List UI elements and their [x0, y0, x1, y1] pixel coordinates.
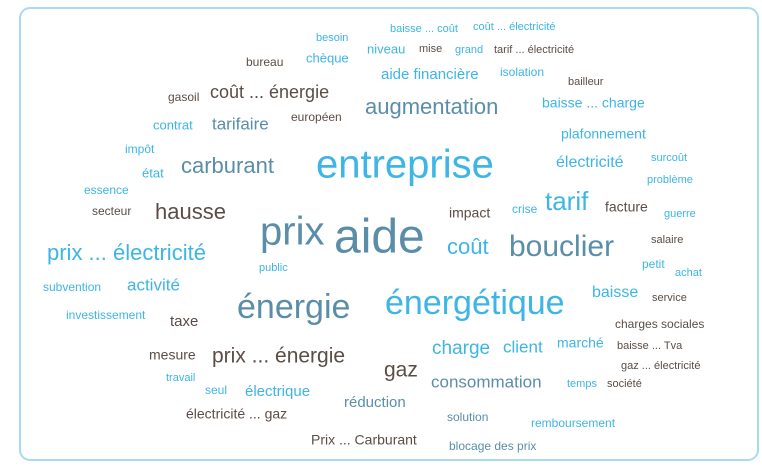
- word: hausse: [155, 199, 226, 224]
- word: tarif: [545, 186, 589, 216]
- word: blocage des prix: [449, 439, 536, 453]
- word: coût ... électricité: [473, 21, 556, 33]
- word: guerre: [664, 208, 696, 220]
- word: gasoil: [168, 90, 199, 104]
- word: énergie: [237, 288, 350, 326]
- word: achat: [675, 267, 702, 279]
- word: problème: [647, 174, 693, 186]
- word: coût ... énergie: [210, 82, 329, 102]
- word: crise: [512, 202, 538, 216]
- word: besoin: [316, 32, 348, 44]
- word: temps: [567, 378, 597, 390]
- word: état: [142, 165, 164, 180]
- words: besoin baisse ... coût coût ... électricit…: [43, 21, 704, 453]
- word: coût: [447, 234, 489, 259]
- word: aide financière: [381, 66, 479, 83]
- word: gaz: [384, 359, 418, 382]
- word: Prix ... Carburant: [311, 432, 417, 448]
- word: charge: [432, 338, 490, 359]
- word: tarif ... électricité: [494, 44, 574, 56]
- word: public: [259, 262, 288, 274]
- word: entreprise: [316, 143, 494, 187]
- word: baisse ... charge: [542, 95, 645, 111]
- word: taxe: [170, 313, 198, 330]
- word: grand: [455, 44, 483, 56]
- word: gaz ... électricité: [621, 360, 700, 372]
- word: contrat: [153, 117, 193, 132]
- word: charges sociales: [615, 317, 704, 331]
- word: baisse: [592, 284, 638, 301]
- word: mise: [419, 43, 442, 55]
- word: société: [607, 378, 642, 390]
- word: baisse ... Tva: [617, 340, 683, 352]
- word: subvention: [43, 280, 101, 294]
- word: baisse ... coût: [390, 23, 458, 35]
- word: prix ... électricité: [47, 240, 206, 265]
- word: surcoût: [651, 152, 687, 164]
- word: aide: [334, 211, 425, 264]
- word: isolation: [500, 65, 544, 79]
- word: impôt: [125, 142, 155, 156]
- word: mesure: [149, 347, 196, 363]
- frame: [19, 7, 759, 461]
- word: énergétique: [385, 284, 565, 322]
- word: électricité: [556, 154, 624, 171]
- word: tarifaire: [212, 114, 269, 133]
- word: client: [503, 337, 543, 356]
- word: bouclier: [509, 230, 614, 263]
- word: petit: [642, 257, 665, 271]
- word: investissement: [66, 308, 146, 322]
- word: niveau: [367, 41, 405, 56]
- word: marché: [557, 335, 604, 351]
- word: bureau: [246, 55, 283, 69]
- word: augmentation: [365, 94, 498, 119]
- word: salaire: [651, 234, 683, 246]
- word: chèque: [306, 50, 349, 65]
- word: bailleur: [568, 76, 604, 88]
- word: européen: [291, 110, 342, 124]
- word: impact: [449, 205, 490, 221]
- word: travail: [166, 372, 195, 384]
- word: seul: [205, 383, 227, 397]
- word: prix: [260, 210, 324, 254]
- word: remboursement: [531, 416, 616, 430]
- word: électricité ... gaz: [186, 406, 287, 422]
- word: essence: [84, 183, 129, 197]
- word: plafonnement: [561, 126, 646, 142]
- word: carburant: [181, 153, 274, 178]
- word: activité: [127, 275, 180, 294]
- word: électrique: [245, 383, 310, 400]
- word: consommation: [431, 372, 542, 391]
- word: facture: [605, 199, 648, 215]
- word: prix ... énergie: [212, 345, 345, 368]
- word: solution: [447, 410, 488, 424]
- word: réduction: [344, 394, 406, 411]
- word: service: [652, 292, 687, 304]
- word: secteur: [92, 204, 131, 218]
